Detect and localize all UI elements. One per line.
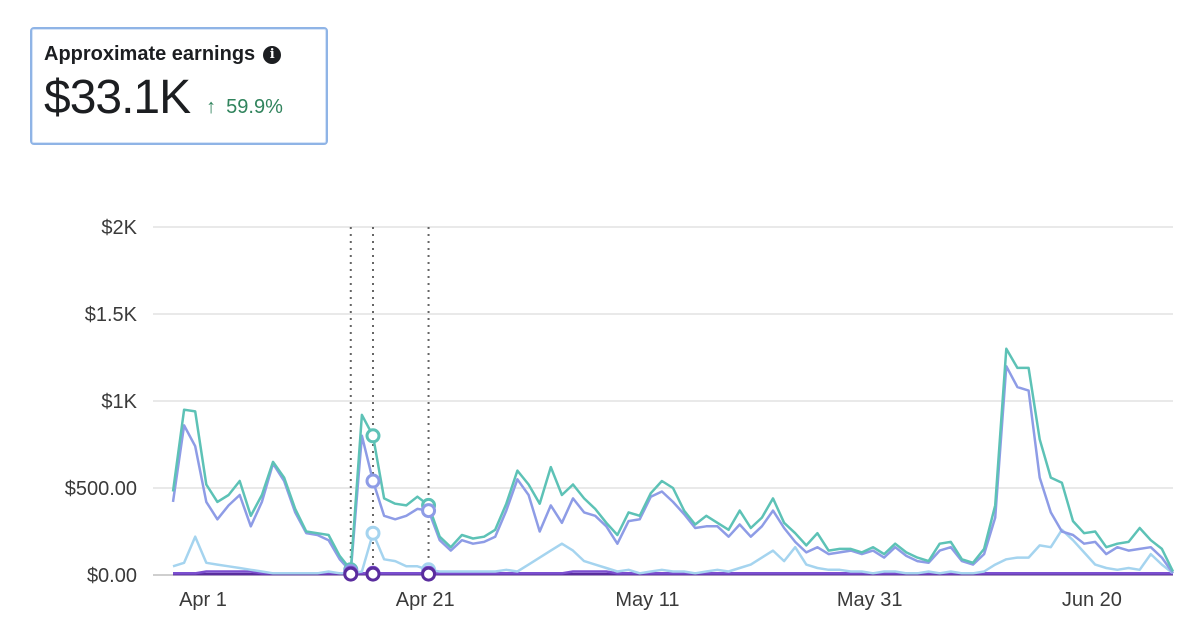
series-line[interactable] [171,364,1175,575]
y-tick-label: $0.00 [87,565,137,587]
series-line[interactable] [172,528,1174,575]
hover-point [365,473,381,489]
hover-markers [349,227,430,575]
arrow-up-icon: ↑ [206,96,217,118]
y-axis-ticks: $0.00 $500.00 $1K $1.5K $2K [65,217,138,587]
earnings-value: $33.1K [44,71,191,124]
hover-point [365,566,381,582]
hover-point [421,503,437,519]
y-tick-label: $1.5K [85,304,138,326]
series-lines[interactable] [171,347,1175,576]
y-tick-label: $500.00 [65,478,137,500]
hover-point [365,428,381,444]
card-title: Approximate earnings [44,43,256,65]
hover-point [421,566,437,582]
x-tick-label: Jun 20 [1062,589,1122,611]
series-line[interactable] [171,347,1175,573]
earnings-card[interactable]: Approximate earnings i $33.1K ↑ 59.9% [30,27,328,145]
x-tick-label: May 31 [837,589,903,611]
x-tick-label: Apr 21 [396,589,455,611]
x-tick-label: Apr 1 [179,589,227,611]
change-percent: 59.9% [226,96,283,118]
change-indicator: ↑ 59.9% [206,96,283,119]
card-value-row: $33.1K ↑ 59.9% [44,70,314,125]
y-tick-label: $1K [101,391,137,413]
hover-point [343,566,359,582]
y-tick-label: $2K [101,217,137,239]
card-title-row: Approximate earnings i [44,43,314,66]
info-icon[interactable]: i [263,45,282,64]
hover-point [365,525,381,541]
x-axis-ticks: Apr 1 Apr 21 May 11 May 31 Jun 20 [179,589,1122,611]
hover-points [343,428,437,582]
x-tick-label: May 11 [615,589,679,611]
gridlines [153,226,1173,576]
